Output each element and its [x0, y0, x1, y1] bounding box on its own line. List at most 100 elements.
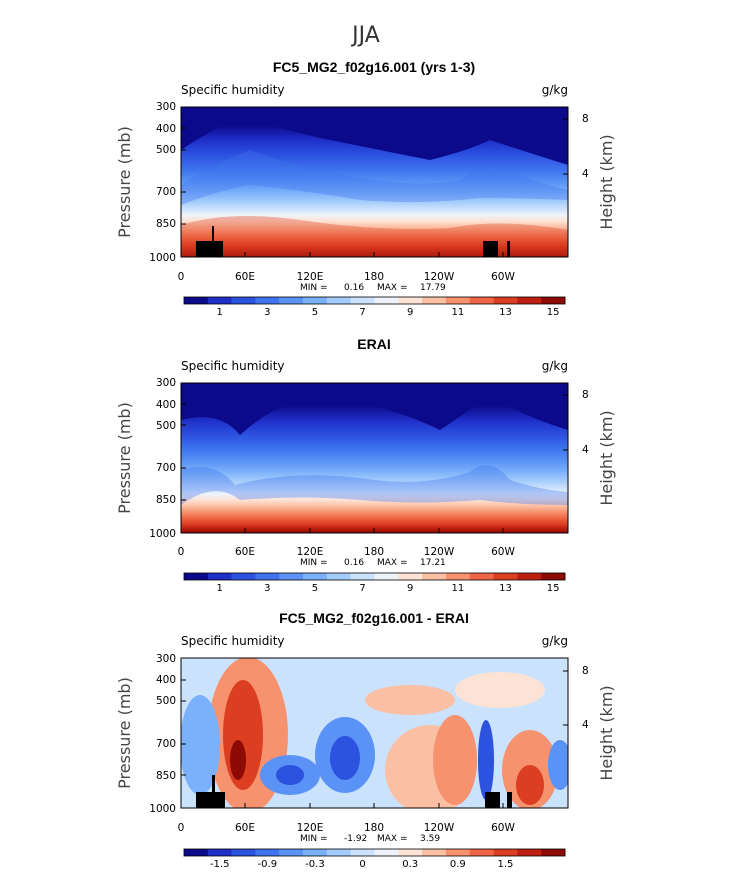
colorbar-swatch — [541, 849, 566, 856]
colorbar-swatch — [207, 573, 232, 580]
colorbar-frame — [183, 296, 566, 305]
panel-title: FC5_MG2_f02g16.001 (yrs 1-3) — [273, 59, 475, 75]
y-tick-label: 700 — [156, 462, 176, 474]
colorbar-swatch — [541, 573, 566, 580]
y-tick-label: 850 — [156, 494, 176, 506]
colorbar-swatch — [279, 297, 304, 304]
y-tick-label: 1000 — [149, 252, 176, 264]
panel-reanalysis: ERAI Specific humidity g/kg 300 400 500 … — [115, 336, 616, 594]
panel-model: FC5_MG2_f02g16.001 (yrs 1-3) Specific hu… — [115, 59, 616, 318]
y-tick-label: 500 — [156, 144, 176, 156]
right-tick-label: 4 — [582, 719, 589, 731]
y-axis-left: 300 400 500 700 850 1000 — [149, 101, 186, 264]
colorbar-swatch — [517, 297, 542, 304]
colorbar-label: 1 — [217, 307, 223, 318]
right-tick-label: 8 — [582, 389, 589, 401]
colorbar-swatch — [326, 297, 351, 304]
x-tick-label: 120E — [297, 546, 324, 558]
colorbar-swatch — [493, 297, 518, 304]
min-label: MIN = — [300, 558, 328, 568]
colorbar-swatch — [398, 573, 423, 580]
colorbar-label: 11 — [451, 307, 464, 318]
colorbar-swatch — [445, 849, 471, 856]
colorbar-swatch — [279, 849, 304, 856]
max-value: 17.21 — [420, 558, 446, 568]
field-label: Specific humidity — [181, 83, 285, 97]
colorbar-swatch — [326, 573, 351, 580]
x-axis: 0 60E 120E 180 120W 60W — [178, 803, 515, 834]
colorbar-swatch — [279, 573, 304, 580]
colorbar-swatch — [422, 849, 447, 856]
colorbar-swatch — [398, 297, 423, 304]
colorbar-swatch — [469, 297, 494, 304]
colorbar-label: 0.9 — [450, 859, 466, 870]
min-label: MIN = — [300, 834, 328, 844]
y-tick-label: 500 — [156, 695, 176, 707]
colorbar-label: 13 — [499, 583, 512, 594]
colorbar-swatch — [350, 849, 375, 856]
colorbar-swatch — [231, 849, 256, 856]
x-tick-label: 180 — [364, 271, 384, 283]
colorbar-label: 1.5 — [498, 859, 514, 870]
x-tick-label: 0 — [178, 546, 185, 558]
x-tick-label: 120E — [297, 822, 324, 834]
y-tick-label: 300 — [156, 377, 176, 389]
y-tick-label: 300 — [156, 653, 176, 665]
y-axis-left: 300 400 500 700 850 1000 — [149, 653, 186, 815]
colorbar-label: 13 — [499, 307, 512, 318]
colorbar-label: 5 — [312, 307, 318, 318]
min-value: 0.16 — [344, 558, 364, 568]
colorbar-label: 9 — [407, 583, 413, 594]
colorbar-swatch — [207, 849, 232, 856]
y-tick-label: 700 — [156, 738, 176, 750]
colorbar-swatch — [350, 297, 375, 304]
x-tick-label: 120E — [297, 271, 324, 283]
colorbar-swatch — [422, 297, 447, 304]
colorbar-label: 3 — [264, 307, 270, 318]
x-tick-label: 120W — [424, 546, 455, 558]
y-axis-title-left: Pressure (mb) — [115, 677, 134, 789]
colorbar-label: 15 — [547, 583, 560, 594]
colorbar-swatch — [541, 297, 566, 304]
colorbar-label: 3 — [264, 583, 270, 594]
right-tick-label: 4 — [582, 444, 589, 456]
y-tick-label: 400 — [156, 123, 176, 135]
humidity-field — [181, 107, 568, 257]
colorbar-swatch — [493, 573, 518, 580]
min-max-readout: MIN = -1.92 MAX = 3.59 — [300, 834, 440, 844]
colorbar-label: 0.3 — [402, 859, 418, 870]
colorbar-frame — [183, 572, 566, 581]
min-label: MIN = — [300, 283, 328, 293]
x-tick-label: 120W — [424, 271, 455, 283]
panel-title: FC5_MG2_f02g16.001 - ERAI — [279, 610, 469, 626]
units-label: g/kg — [542, 83, 568, 97]
colorbar-label: 1 — [217, 583, 223, 594]
x-tick-label: 0 — [178, 822, 185, 834]
units-label: g/kg — [542, 359, 568, 373]
colorbar-swatch — [303, 573, 328, 580]
x-axis: 0 60E 120E 180 120W 60W — [178, 528, 515, 558]
min-value: 0.16 — [344, 283, 364, 293]
y-tick-label: 400 — [156, 399, 176, 411]
max-value: 17.79 — [420, 283, 446, 293]
panel-title: ERAI — [357, 336, 390, 352]
y-axis-right: 8 4 — [563, 113, 589, 180]
colorbar-swatch — [422, 573, 447, 580]
y-axis-title-right: Height (km) — [597, 410, 616, 505]
max-value: 3.59 — [420, 834, 440, 844]
colorbar-swatch — [207, 297, 232, 304]
colorbar-label: 7 — [359, 307, 365, 318]
y-tick-label: 300 — [156, 101, 176, 113]
colorbar-label: 11 — [451, 583, 464, 594]
colorbar-swatch — [231, 297, 256, 304]
colorbar-swatch — [374, 297, 399, 304]
colorbar-label: 7 — [359, 583, 365, 594]
colorbar-label: -1.5 — [210, 859, 230, 870]
colorbar-swatch — [469, 573, 494, 580]
right-tick-label: 4 — [582, 168, 589, 180]
colorbar-swatch — [469, 849, 494, 856]
x-tick-label: 60W — [491, 546, 515, 558]
right-tick-label: 8 — [582, 665, 589, 677]
y-tick-label: 400 — [156, 674, 176, 686]
